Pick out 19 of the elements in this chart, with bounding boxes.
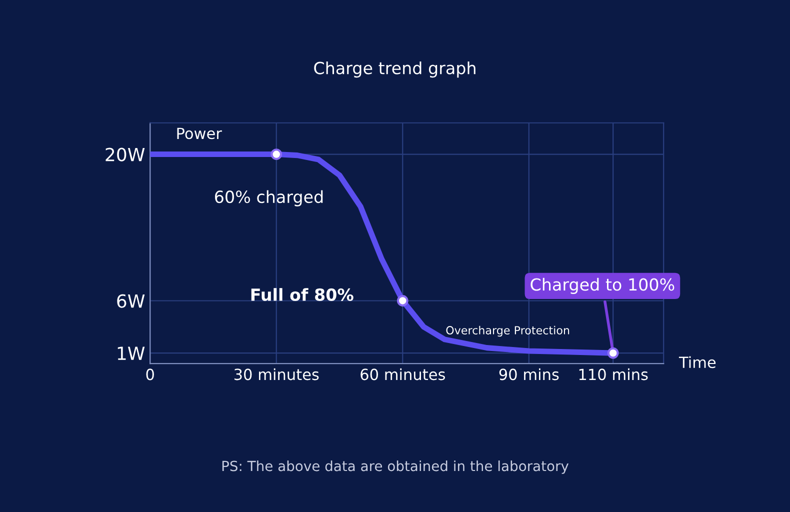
y-axis-title: Power bbox=[177, 128, 222, 140]
x-axis-title: Time bbox=[678, 356, 716, 368]
y-tick-label: 1W bbox=[118, 346, 145, 360]
y-tick-label: 6W bbox=[117, 294, 145, 308]
point bbox=[607, 347, 619, 359]
point bbox=[270, 148, 282, 160]
annotation: Full of 80% bbox=[251, 288, 354, 301]
x-tick-label: 110 mins bbox=[579, 368, 648, 380]
text: PS: The above data are obtained in the laboratory bbox=[222, 460, 569, 474]
y-tick-label: 20W bbox=[106, 148, 145, 162]
annotation: Charged to 100% bbox=[530, 278, 674, 294]
x-tick-label: 0 bbox=[146, 368, 154, 380]
x-tick-label: 90 mins bbox=[499, 368, 559, 380]
chart-title: Charge trend graph bbox=[314, 61, 476, 78]
annotation: Overcharge Protection bbox=[446, 326, 570, 337]
annotation: 60% charged bbox=[215, 190, 323, 206]
x-tick-label: 60 minutes bbox=[360, 368, 445, 380]
x-tick-label: 30 minutes bbox=[234, 368, 319, 380]
point bbox=[396, 295, 408, 306]
